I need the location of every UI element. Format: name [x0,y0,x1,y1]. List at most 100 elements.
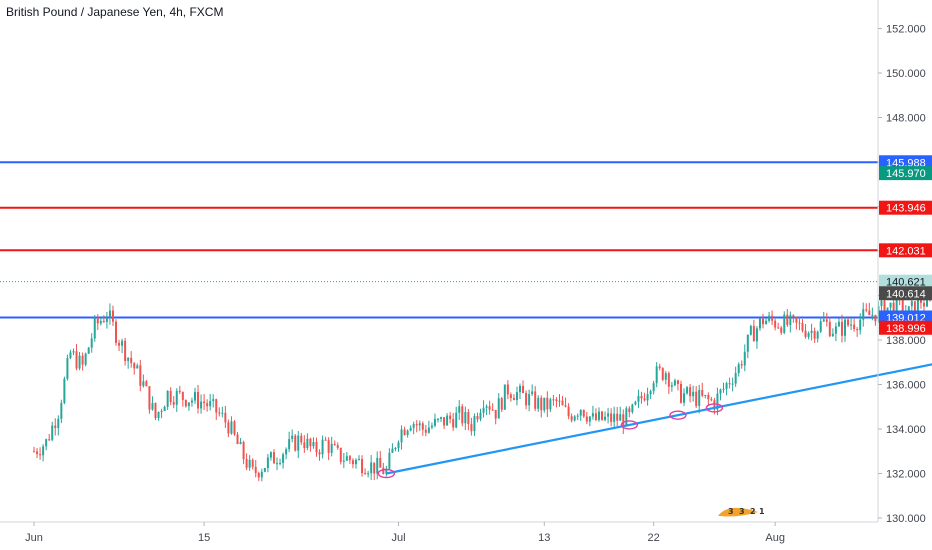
candle[interactable] [324,436,327,441]
candle[interactable] [564,397,567,408]
candle[interactable] [540,395,543,418]
candle[interactable] [312,437,315,449]
candle[interactable] [910,299,913,313]
candle[interactable] [358,455,361,461]
price-axis[interactable]: 130.000132.000134.000136.000138.000140.0… [878,24,926,526]
candle[interactable] [743,344,746,372]
candle[interactable] [148,386,151,414]
candle[interactable] [755,326,758,349]
candle[interactable] [646,387,649,406]
candle[interactable] [300,432,303,445]
candle[interactable] [90,333,93,353]
candle[interactable] [722,382,725,393]
candle[interactable] [537,395,540,412]
candle[interactable] [406,429,409,438]
candle[interactable] [528,389,531,412]
candle[interactable] [221,406,224,418]
candle[interactable] [412,421,415,435]
candle[interactable] [522,380,525,394]
candle[interactable] [631,403,634,414]
candle[interactable] [245,453,248,471]
candle[interactable] [783,311,786,335]
candle[interactable] [139,359,142,392]
candle[interactable] [585,411,588,425]
candle[interactable] [321,435,324,459]
candle[interactable] [613,406,616,428]
candle[interactable] [391,443,394,453]
candle[interactable] [212,394,215,408]
candle[interactable] [601,411,604,421]
candle[interactable] [485,404,488,416]
candle[interactable] [415,420,418,433]
candle[interactable] [285,447,288,460]
candle[interactable] [488,400,491,415]
candle[interactable] [436,418,439,423]
candle[interactable] [111,305,114,327]
candle[interactable] [124,338,127,366]
candle[interactable] [509,392,512,402]
candle[interactable] [458,400,461,420]
candle[interactable] [108,303,111,325]
candle[interactable] [318,449,321,461]
candle[interactable] [519,383,521,399]
candle[interactable] [701,382,704,398]
candle[interactable] [118,339,121,352]
candle[interactable] [309,437,312,452]
candle[interactable] [543,397,546,413]
candle[interactable] [786,308,789,328]
candle[interactable] [452,412,455,431]
candle[interactable] [449,412,452,424]
candle[interactable] [45,438,48,451]
candle[interactable] [771,310,774,326]
candle[interactable] [625,406,628,427]
candle[interactable] [424,424,427,437]
candle[interactable] [819,317,822,334]
candle[interactable] [269,451,272,461]
candle[interactable] [503,384,506,410]
candle[interactable] [385,465,388,477]
candle[interactable] [470,417,473,436]
candle[interactable] [342,453,345,469]
candle[interactable] [361,455,364,477]
candle[interactable] [145,379,148,387]
candle[interactable] [686,385,689,395]
candle[interactable] [871,307,874,321]
candle[interactable] [634,400,637,406]
candle[interactable] [33,446,35,453]
candle[interactable] [525,390,528,410]
candle[interactable] [850,317,853,330]
candle[interactable] [482,400,485,418]
candle[interactable] [69,349,72,360]
candle[interactable] [84,352,87,367]
candle[interactable] [734,366,737,387]
candle[interactable] [373,462,376,481]
candle[interactable] [579,409,582,421]
candle[interactable] [737,362,740,377]
candle[interactable] [570,413,573,423]
candle[interactable] [254,459,257,478]
candle[interactable] [573,415,576,422]
candle[interactable] [546,391,549,418]
candle[interactable] [99,317,102,326]
candle[interactable] [698,385,701,414]
candle[interactable] [725,381,728,396]
candle[interactable] [230,416,233,435]
candle[interactable] [433,413,436,428]
candle[interactable] [555,397,558,408]
candle[interactable] [673,378,676,387]
candle[interactable] [728,377,731,389]
candle[interactable] [752,319,755,342]
candle[interactable] [597,407,600,422]
candle[interactable] [333,440,336,446]
candle[interactable] [476,412,479,423]
candle[interactable] [670,382,673,392]
candle[interactable] [862,302,865,327]
candle[interactable] [242,440,245,465]
candle[interactable] [616,406,619,427]
candle[interactable] [607,407,610,424]
candle[interactable] [351,458,354,469]
candle[interactable] [464,406,467,431]
candle[interactable] [758,317,761,331]
candle[interactable] [218,407,221,417]
candle[interactable] [279,458,282,466]
